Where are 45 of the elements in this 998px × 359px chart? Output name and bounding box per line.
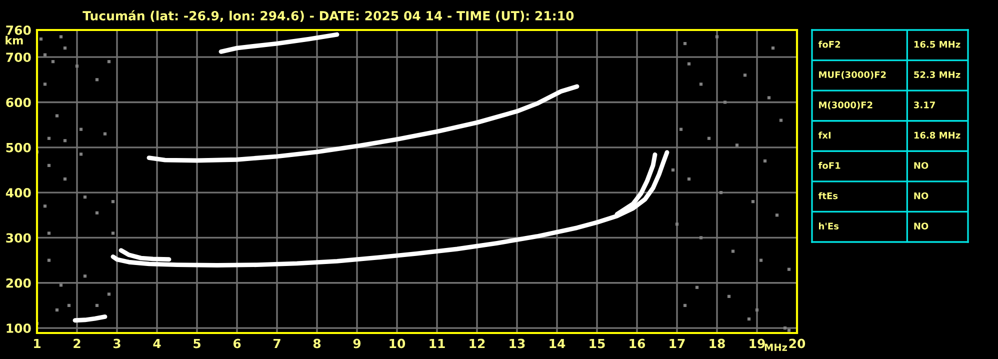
y-tick-label: 200 — [6, 278, 31, 288]
x-tick-label: 20 — [789, 338, 806, 348]
text: foF1 — [818, 162, 840, 169]
x-tick-label: 10 — [390, 338, 406, 348]
x-tick-label: 1 — [34, 338, 40, 348]
x-tick-label: 4 — [153, 338, 161, 348]
text: MUF(3000)F2 — [819, 71, 886, 80]
x-tick-label: 5 — [194, 338, 200, 348]
y-tick-label: 760 — [6, 25, 31, 35]
y-axis-title: km — [6, 36, 23, 44]
x-tick-label: 14 — [550, 338, 566, 348]
x-tick-label: 12 — [470, 338, 485, 348]
x-axis-title: MHz — [764, 344, 787, 351]
chart-title: Tucumán (lat: -26.9, lon: 294.6) - DATE: 2025 04 14 - TIME (UT): 21:10 — [82, 10, 574, 22]
x-tick-label: 17 — [670, 338, 685, 348]
x-tick-label: 18 — [710, 338, 725, 348]
x-tick-label: 13 — [510, 338, 525, 348]
text: NO — [914, 222, 928, 230]
y-tick-label: 400 — [6, 188, 31, 198]
y-tick-label: 700 — [6, 52, 31, 62]
text: fxI — [818, 132, 831, 138]
text: ftEs — [818, 192, 838, 200]
x-tick-label: 15 — [590, 338, 605, 348]
text: 16.8 MHz — [914, 132, 960, 139]
x-tick-label: 8 — [313, 338, 321, 348]
text: 3.17 — [914, 102, 935, 108]
x-tick-label: 16 — [630, 338, 646, 348]
text: h'Es — [819, 222, 839, 230]
x-tick-label: 2 — [74, 338, 80, 348]
text: NO — [914, 192, 928, 200]
x-tick-label: 3 — [113, 338, 120, 348]
text: 16.5 MHz — [914, 40, 960, 48]
text: M(3000)F2 — [819, 101, 872, 110]
x-tick-label: 7 — [273, 338, 280, 348]
y-tick-label: 100 — [6, 324, 31, 333]
y-tick-label: 300 — [6, 233, 31, 243]
text: 52.3 MHz — [914, 71, 960, 78]
x-tick-label: 9 — [353, 338, 361, 348]
x-tick-label: 11 — [430, 338, 445, 348]
y-tick-label: 500 — [6, 142, 31, 152]
x-tick-label: 6 — [233, 338, 241, 348]
text: NO — [914, 162, 928, 169]
text: foF2 — [818, 40, 840, 48]
y-tick-label: 600 — [6, 98, 31, 108]
x-tick-label: 19 — [750, 338, 765, 348]
